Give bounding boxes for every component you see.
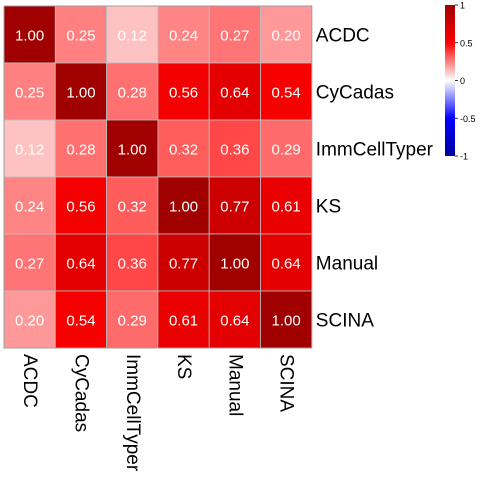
cell-value-ImmCellTyper-ACDC: 0.12 — [15, 142, 44, 159]
cell-value-SCINA-CyCadas: 0.54 — [66, 313, 95, 330]
cell-value-SCINA-Manual: 0.64 — [220, 313, 249, 330]
column-label-CyCadas: CyCadas — [70, 354, 91, 432]
heatmap-cell-SCINA-SCINA — [260, 290, 313, 349]
row-label-ACDC: ACDC — [316, 26, 370, 47]
heatmap-cell-ACDC-CyCadas — [54, 5, 107, 64]
heatmap-cell-ImmCellTyper-SCINA — [260, 119, 313, 178]
legend-tick-label-0.5: 0.5 — [460, 38, 473, 48]
cell-value-ACDC-SCINA: 0.20 — [272, 28, 301, 45]
cell-value-Manual-ACDC: 0.27 — [15, 256, 44, 273]
heatmap-cell-KS-KS — [157, 176, 210, 235]
cell-value-ImmCellTyper-SCINA: 0.29 — [272, 142, 301, 159]
cell-value-ImmCellTyper-CyCadas: 0.28 — [66, 142, 95, 159]
heatmap-cell-ImmCellTyper-CyCadas — [54, 119, 107, 178]
cell-value-CyCadas-ImmCellTyper: 0.28 — [118, 85, 147, 102]
cell-value-ACDC-ACDC: 1.00 — [15, 28, 44, 45]
cell-value-Manual-SCINA: 0.64 — [272, 256, 301, 273]
cell-value-KS-ACDC: 0.24 — [15, 199, 44, 216]
heatmap-border — [3, 5, 313, 349]
cell-value-ACDC-ImmCellTyper: 0.12 — [118, 28, 147, 45]
heatmap-cell-KS-CyCadas — [54, 176, 107, 235]
cell-value-ImmCellTyper-Manual: 0.36 — [220, 142, 249, 159]
heatmap-cell-ImmCellTyper-KS — [157, 119, 210, 178]
heatmap-cell-ACDC-SCINA — [260, 5, 313, 64]
legend-tick-label--1: -1 — [460, 152, 468, 162]
cell-value-SCINA-ImmCellTyper: 0.29 — [118, 313, 147, 330]
heatmap-cell-CyCadas-KS — [157, 62, 210, 121]
cell-value-KS-SCINA: 0.61 — [272, 199, 301, 216]
heatmap-cell-KS-Manual — [208, 176, 261, 235]
cell-value-KS-CyCadas: 0.56 — [66, 199, 95, 216]
row-label-SCINA: SCINA — [316, 311, 374, 332]
heatmap-cell-KS-ACDC — [3, 176, 56, 235]
cell-value-KS-ImmCellTyper: 0.32 — [118, 199, 147, 216]
cell-value-ImmCellTyper-ImmCellTyper: 1.00 — [118, 142, 147, 159]
heatmap-cell-Manual-Manual — [208, 233, 261, 292]
legend-color-bar — [445, 5, 455, 156]
column-label-Manual: Manual — [224, 354, 245, 416]
legend-tick-label-0: 0 — [460, 76, 465, 86]
cell-value-CyCadas-CyCadas: 1.00 — [66, 85, 95, 102]
cell-value-CyCadas-Manual: 0.64 — [220, 85, 249, 102]
cell-value-SCINA-KS: 0.61 — [169, 313, 198, 330]
cell-value-ACDC-CyCadas: 0.25 — [66, 28, 95, 45]
row-label-CyCadas: CyCadas — [316, 83, 394, 104]
cell-value-CyCadas-SCINA: 0.54 — [272, 85, 301, 102]
cell-value-CyCadas-ACDC: 0.25 — [15, 85, 44, 102]
cell-value-ACDC-Manual: 0.27 — [220, 28, 249, 45]
legend-tick-label--0.5: -0.5 — [460, 114, 476, 124]
row-label-KS: KS — [316, 197, 341, 218]
cell-value-Manual-ImmCellTyper: 0.36 — [118, 256, 147, 273]
heatmap-cell-ACDC-ACDC — [3, 5, 56, 64]
row-label-ImmCellTyper: ImmCellTyper — [316, 140, 434, 161]
cell-value-Manual-Manual: 1.00 — [220, 256, 249, 273]
cell-value-KS-Manual: 0.77 — [220, 199, 249, 216]
heatmap-cell-CyCadas-SCINA — [260, 62, 313, 121]
cell-value-SCINA-ACDC: 0.20 — [15, 313, 44, 330]
cell-value-SCINA-SCINA: 1.00 — [272, 313, 301, 330]
cell-value-ImmCellTyper-KS: 0.32 — [169, 142, 198, 159]
heatmap-cell-ImmCellTyper-Manual — [208, 119, 261, 178]
heatmap-cell-Manual-ACDC — [3, 233, 56, 292]
cell-value-Manual-CyCadas: 0.64 — [66, 256, 95, 273]
heatmap-cell-Manual-ImmCellTyper — [106, 233, 159, 292]
cell-value-KS-KS: 1.00 — [169, 199, 198, 216]
heatmap-cell-ACDC-KS — [157, 5, 210, 64]
heatmap-cell-SCINA-ACDC — [3, 290, 56, 349]
column-label-ACDC: ACDC — [19, 354, 40, 408]
heatmap-cell-Manual-KS — [157, 233, 210, 292]
column-label-KS: KS — [173, 354, 194, 379]
heatmap-cell-KS-ImmCellTyper — [106, 176, 159, 235]
column-label-ImmCellTyper: ImmCellTyper — [122, 354, 143, 472]
cell-value-ACDC-KS: 0.24 — [169, 28, 198, 45]
column-label-SCINA: SCINA — [276, 354, 297, 412]
cell-value-CyCadas-KS: 0.56 — [169, 85, 198, 102]
heatmap-cell-CyCadas-CyCadas — [54, 62, 107, 121]
cell-value-Manual-KS: 0.77 — [169, 256, 198, 273]
row-label-Manual: Manual — [316, 254, 378, 275]
legend-tick-label-1: 1 — [460, 1, 465, 11]
